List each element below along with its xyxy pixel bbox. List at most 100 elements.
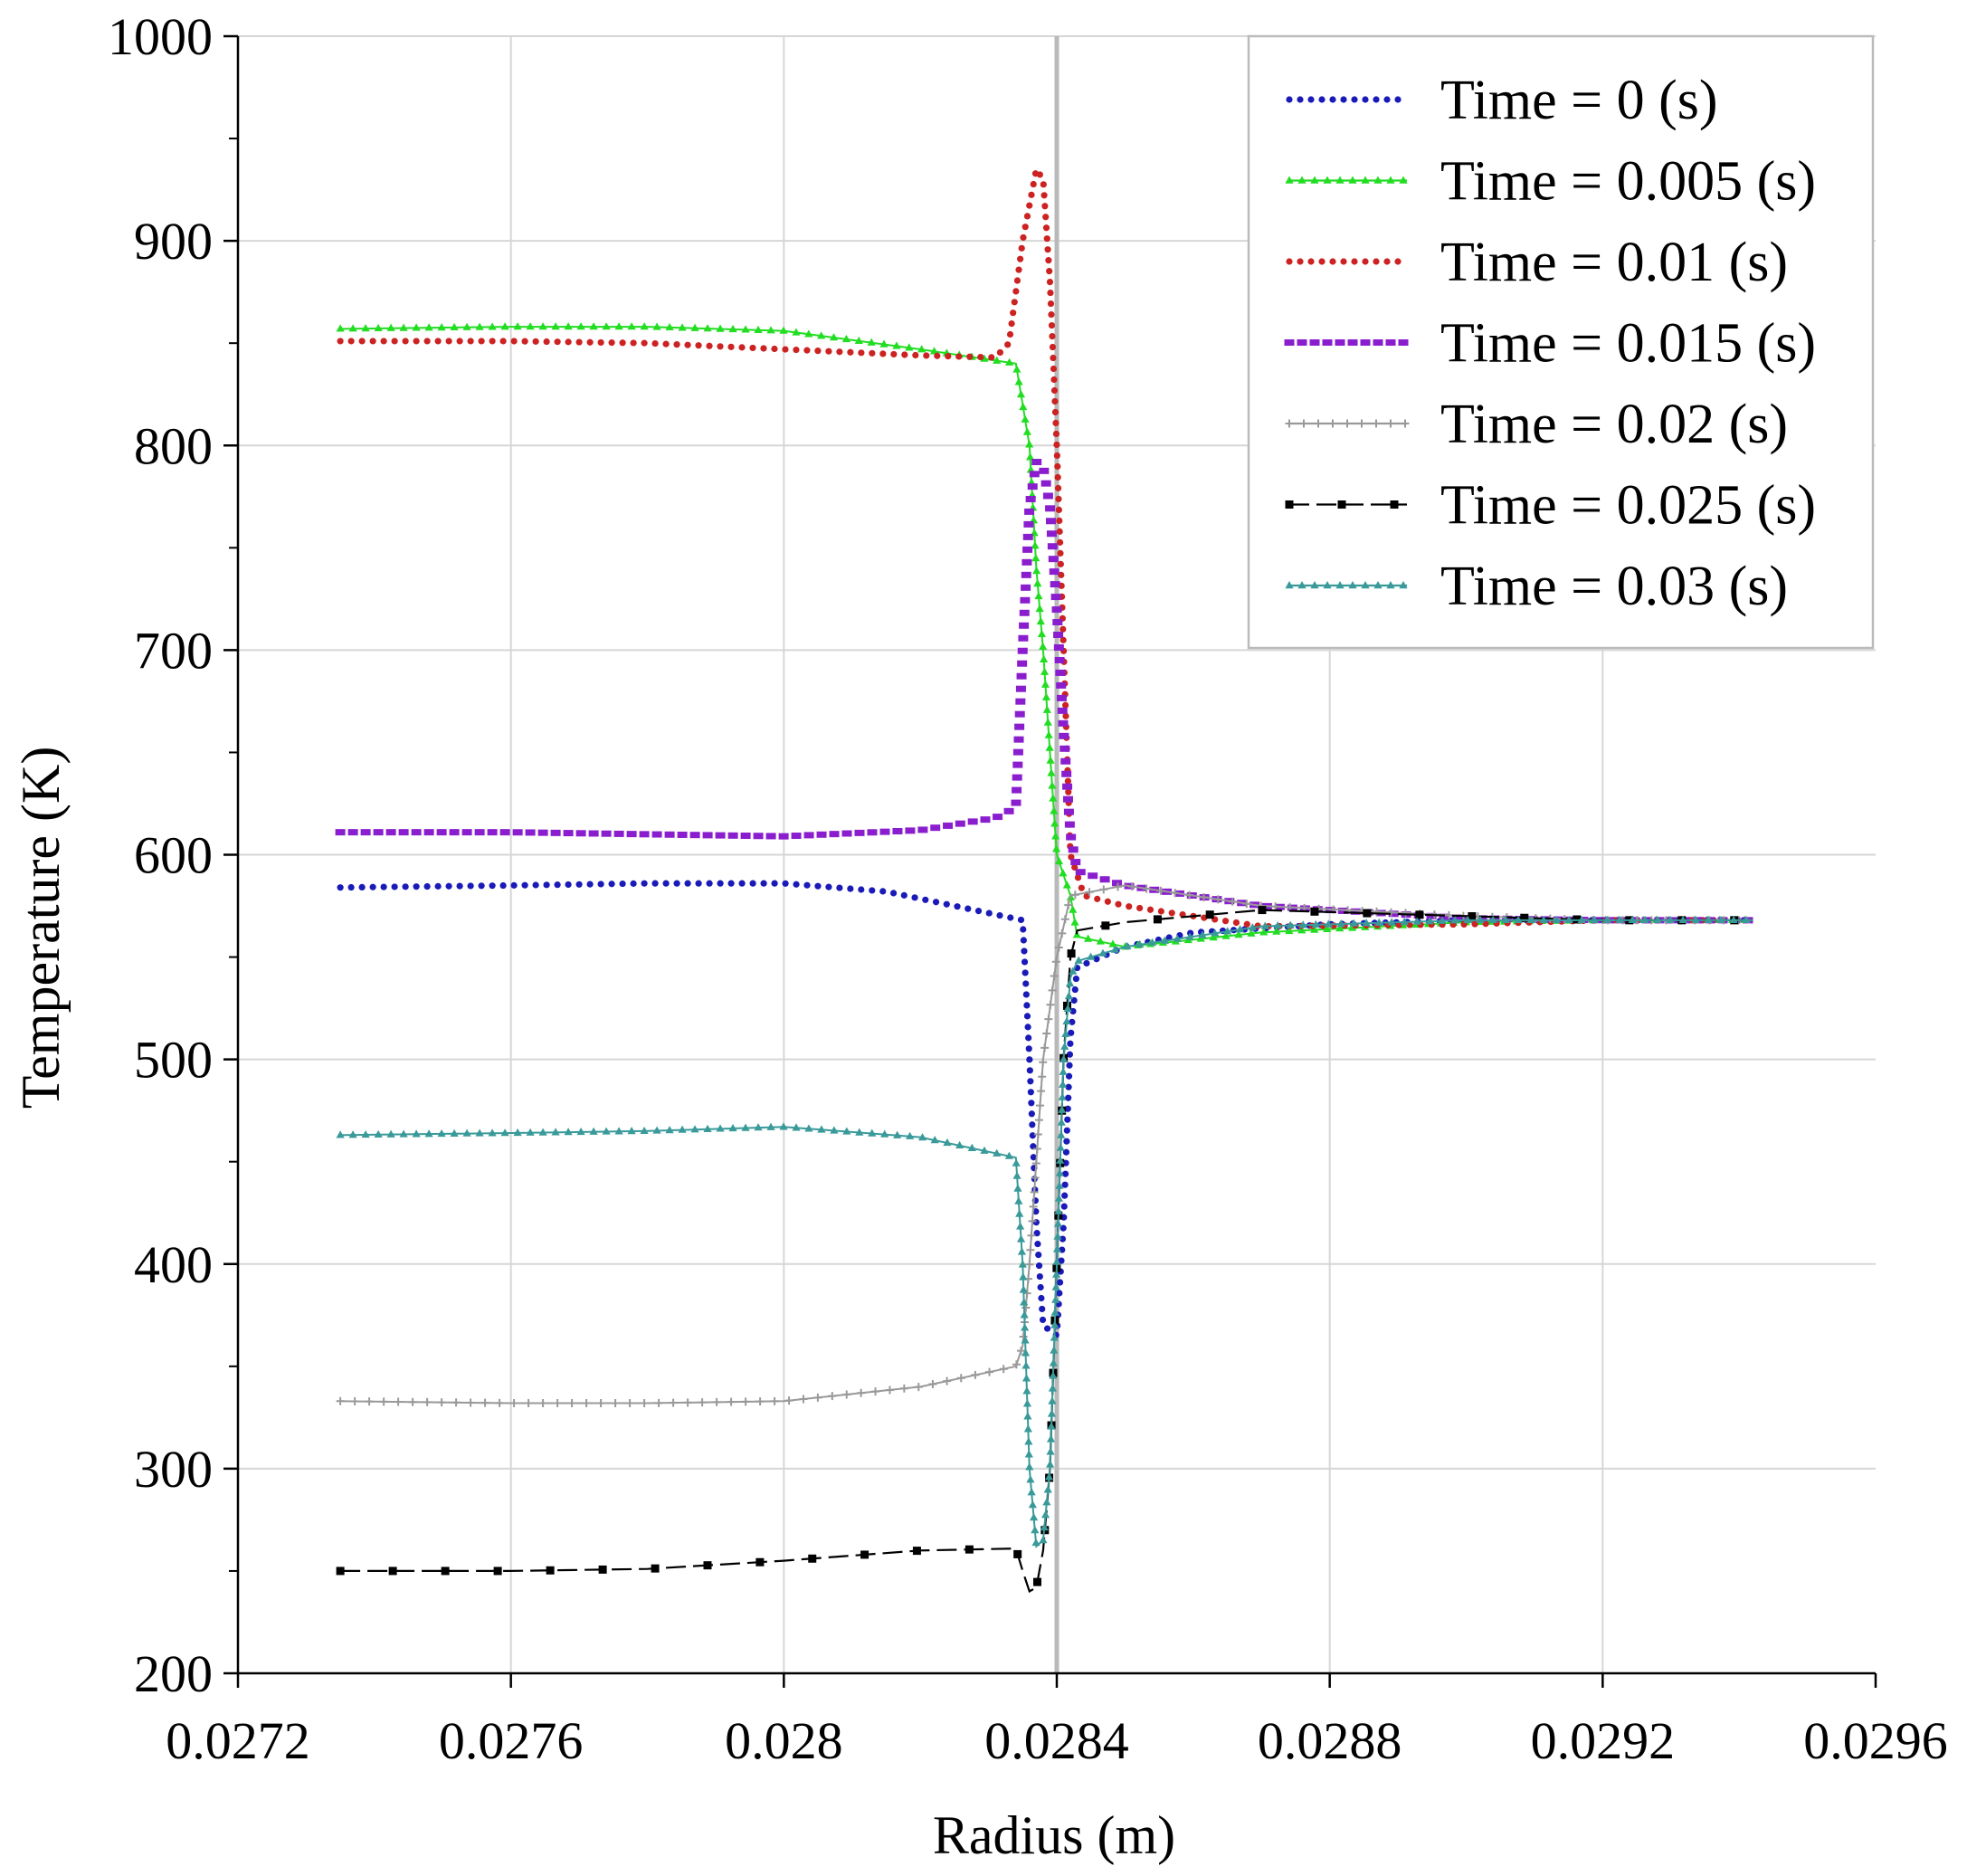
data-point <box>911 894 918 901</box>
data-point <box>1022 980 1030 987</box>
data-point <box>1025 1260 1034 1269</box>
data-point <box>1362 258 1369 265</box>
data-point <box>1054 473 1061 481</box>
data-point <box>1361 581 1370 589</box>
data-point <box>1019 609 1030 616</box>
data-point <box>1400 917 1409 926</box>
data-point <box>1013 736 1024 743</box>
data-point <box>1390 500 1399 509</box>
data-point <box>1050 1308 1060 1316</box>
data-point <box>1028 1500 1037 1509</box>
data-point <box>1539 915 1548 924</box>
data-point <box>1029 471 1040 478</box>
data-point <box>1054 1194 1064 1202</box>
data-point <box>350 1396 359 1405</box>
data-point <box>943 822 954 829</box>
data-point <box>1011 799 1022 806</box>
data-point <box>1298 920 1307 928</box>
data-point <box>1099 885 1108 894</box>
data-point <box>424 323 433 331</box>
data-point <box>521 338 528 345</box>
data-point <box>1074 874 1082 881</box>
data-point <box>1394 258 1402 265</box>
data-point <box>1020 596 1031 604</box>
data-point <box>1451 914 1462 921</box>
data-point <box>1272 927 1281 935</box>
data-point <box>1351 258 1358 265</box>
data-point <box>1065 1072 1073 1080</box>
data-point <box>348 1130 357 1138</box>
data-point <box>551 1128 560 1136</box>
legend-item: Time = 0.01 (s) <box>1286 232 1788 293</box>
data-point <box>930 824 941 832</box>
data-point <box>879 339 888 348</box>
data-point <box>1052 1270 1061 1278</box>
data-point <box>358 883 366 890</box>
data-point <box>1373 581 1383 589</box>
data-point <box>532 338 539 345</box>
data-point <box>955 820 965 827</box>
data-point <box>996 911 1003 919</box>
data-point <box>1019 622 1030 629</box>
data-point <box>608 338 615 347</box>
data-point <box>1035 1251 1042 1259</box>
data-point <box>1052 1244 1062 1252</box>
data-point <box>799 1395 808 1404</box>
data-point <box>554 881 561 889</box>
data-point <box>1044 246 1051 253</box>
data-point <box>1328 419 1337 428</box>
data-point <box>698 1398 707 1407</box>
data-point <box>1016 1234 1026 1243</box>
data-point <box>1185 890 1194 900</box>
data-point <box>1666 915 1675 924</box>
data-point <box>1037 1283 1044 1291</box>
data-point <box>335 829 346 836</box>
data-point <box>1050 972 1059 981</box>
data-point <box>1323 924 1332 933</box>
data-point <box>749 344 756 352</box>
data-point <box>1394 96 1402 103</box>
data-point <box>1399 176 1408 184</box>
data-point <box>1108 939 1117 948</box>
data-point <box>1336 919 1345 928</box>
data-point <box>611 1399 620 1408</box>
data-point <box>1065 788 1072 795</box>
data-point <box>1373 176 1383 184</box>
data-point <box>437 323 446 331</box>
data-point <box>1297 96 1304 103</box>
data-point <box>652 322 661 330</box>
data-point <box>1012 748 1023 756</box>
data-point <box>575 881 583 888</box>
data-point <box>567 1399 576 1408</box>
data-point <box>512 829 523 836</box>
y-tick-label: 300 <box>134 1440 213 1499</box>
data-point <box>1021 1323 1030 1331</box>
data-point <box>1198 930 1207 938</box>
data-point <box>1056 1279 1064 1286</box>
data-point <box>814 348 822 355</box>
data-point <box>1127 882 1136 891</box>
data-point <box>1019 402 1028 411</box>
data-point <box>1514 915 1523 924</box>
data-point <box>1564 915 1573 924</box>
data-point <box>1043 718 1052 726</box>
data-point <box>489 338 496 345</box>
data-point <box>1053 452 1060 460</box>
data-point <box>385 829 396 836</box>
data-point <box>402 338 409 345</box>
data-point <box>1383 96 1391 103</box>
data-point <box>630 339 637 347</box>
data-point <box>369 883 376 890</box>
data-point <box>1070 918 1079 926</box>
data-point <box>1050 376 1058 384</box>
data-point <box>1052 430 1060 438</box>
data-point <box>1067 1040 1074 1047</box>
data-point <box>1297 926 1307 934</box>
data-point <box>1026 1245 1035 1254</box>
data-point <box>1011 299 1018 306</box>
data-point <box>868 1128 877 1137</box>
data-point <box>1033 1130 1042 1139</box>
data-point <box>885 1386 894 1395</box>
data-point <box>1028 1110 1035 1118</box>
data-point <box>467 882 474 890</box>
